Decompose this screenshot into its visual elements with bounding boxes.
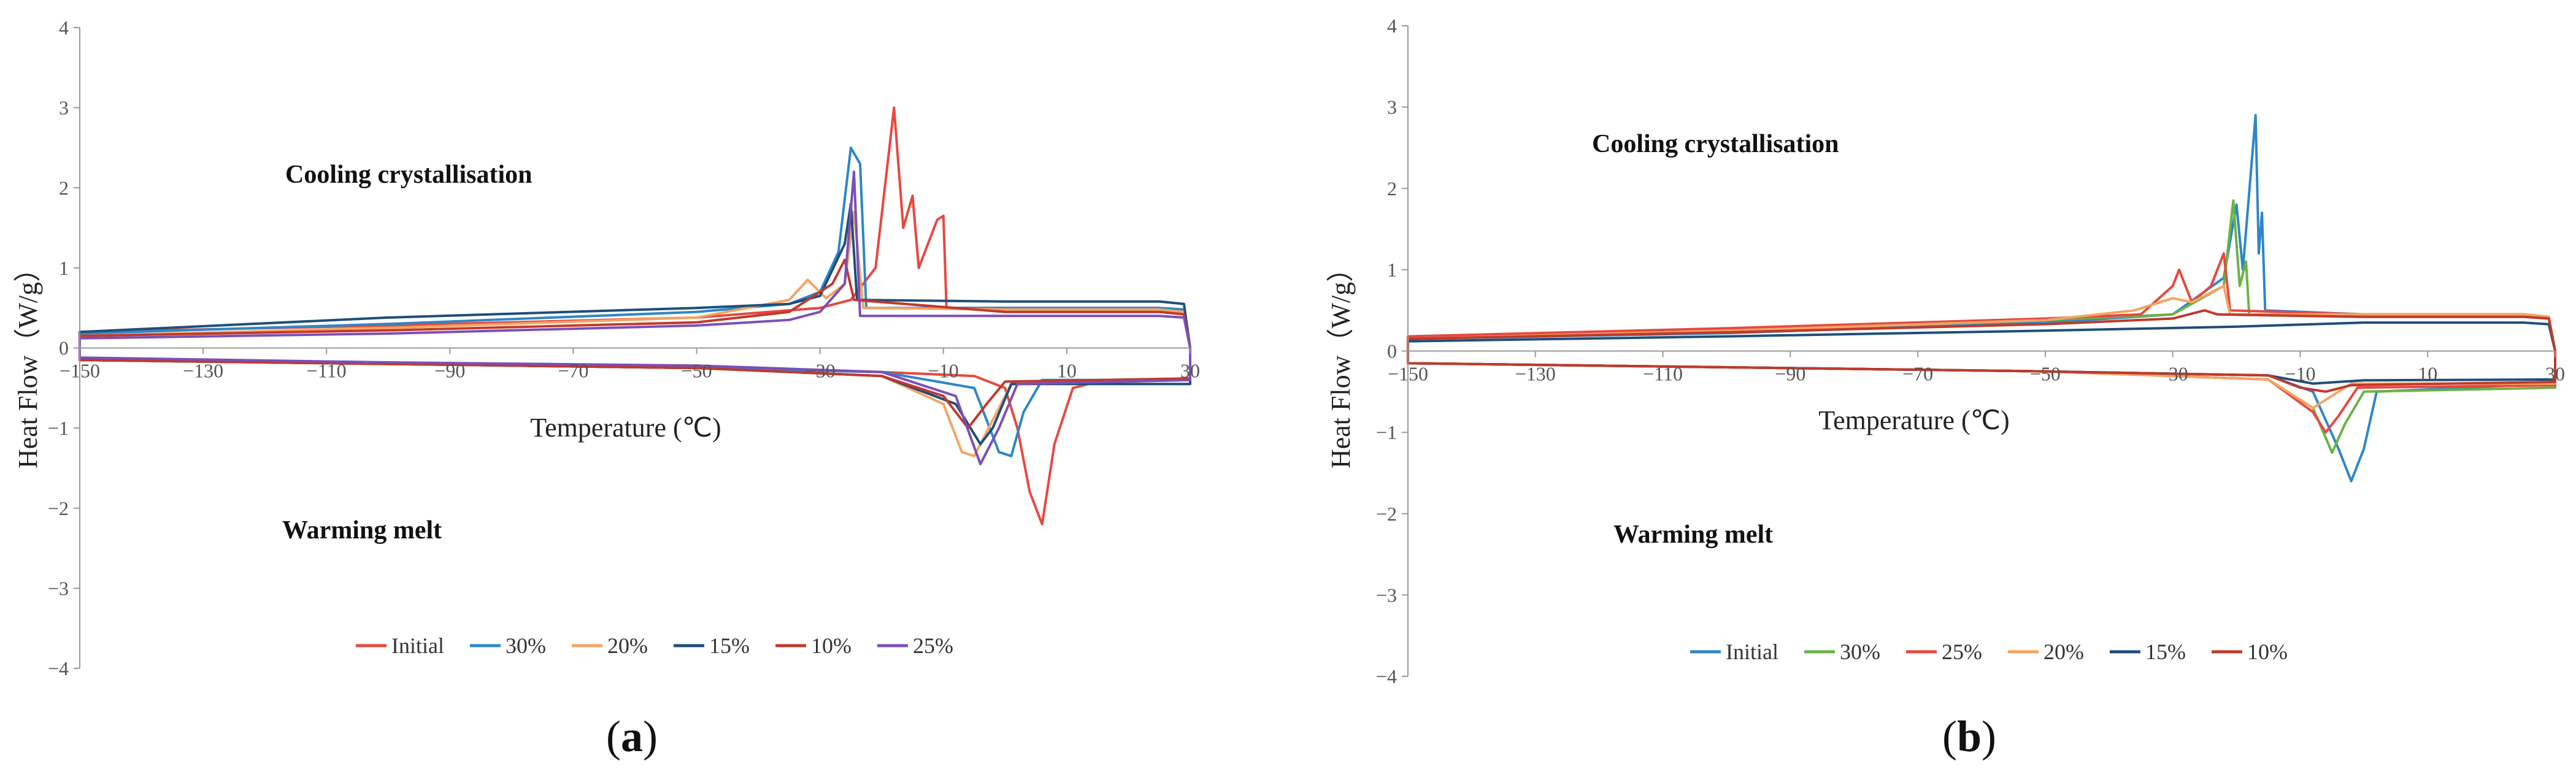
legend-label: 25% (1942, 640, 1982, 664)
panel-label-a: (a) (606, 712, 658, 761)
y-tick-label: 2 (59, 177, 69, 199)
x-tick-label: 10 (2418, 363, 2437, 385)
legend-label: 20% (2043, 640, 2084, 664)
x-axis-title: Temperature (℃) (530, 413, 721, 443)
x-tick-label: −90 (434, 360, 465, 382)
x-tick-label: −50 (682, 360, 712, 382)
y-tick-label: −1 (1376, 421, 1397, 443)
y-tick-label: 3 (1387, 96, 1397, 118)
y-tick-label: −2 (1376, 503, 1397, 525)
legend: Initial 30% 25% 20% 15% 10% (1690, 640, 2288, 664)
y-tick-label: 1 (1387, 259, 1397, 281)
legend-label: 20% (607, 633, 648, 658)
series-line-10pct (79, 258, 1191, 430)
x-tick-label: −150 (60, 360, 100, 382)
y-tick-label: 4 (59, 17, 69, 39)
y-axis-title: Heat Flow（W/g） (1326, 255, 1356, 468)
x-tick-label: 10 (1057, 360, 1077, 382)
legend-label: Initial (1726, 640, 1778, 664)
y-axis-title: Heat Flow（W/g） (13, 255, 43, 468)
x-tick-label: −10 (2285, 363, 2315, 385)
y-tick-label: −4 (48, 657, 69, 679)
legend-label: 10% (2247, 640, 2288, 664)
annotation-warming: Warming melt (1613, 521, 1773, 549)
panel-label-letter: a (621, 712, 643, 761)
annotation-cooling: Cooling crystallisation (1592, 130, 1839, 158)
panel-label-b: (b) (1942, 712, 1996, 761)
x-tick-label: −70 (558, 360, 588, 382)
y-tick-label: −1 (48, 417, 69, 439)
y-tick-label: −3 (48, 577, 69, 599)
legend: Initial 30% 20% 15% 10% 25% (356, 633, 953, 658)
x-tick-label: −10 (928, 360, 959, 382)
x-tick-label: 30 (2545, 363, 2565, 385)
legend-label: 10% (811, 633, 852, 658)
annotation-cooling: Cooling crystallisation (285, 161, 533, 189)
y-tick-label: 2 (1387, 177, 1397, 199)
y-tick-label: 0 (1387, 340, 1397, 362)
series-line-25pct (79, 170, 1191, 465)
y-tick-label: 3 (59, 97, 69, 119)
x-tick-label: −110 (307, 360, 347, 382)
x-tick-label: −130 (183, 360, 223, 382)
legend-label: Initial (391, 633, 444, 658)
legend-label: 30% (1840, 640, 1880, 664)
y-tick-label: 0 (59, 337, 69, 359)
y-tick-label: −4 (1376, 665, 1397, 687)
panel-label-letter: b (1957, 712, 1982, 761)
y-tick-label: 1 (59, 257, 69, 279)
x-tick-label: −70 (1902, 363, 1933, 385)
y-tick-label: −2 (48, 497, 69, 519)
x-tick-label: −90 (1775, 363, 1805, 385)
x-tick-label: −30 (805, 360, 836, 382)
x-axis-title: Temperature (℃) (1818, 405, 2009, 435)
legend-label: 15% (709, 633, 750, 658)
x-tick-label: −130 (1515, 363, 1556, 385)
x-tick-label: −30 (2158, 363, 2188, 385)
legend-label: 15% (2145, 640, 2186, 664)
series-layer (79, 106, 1191, 525)
series-line-20pct (1407, 285, 2556, 410)
annotation-warming: Warming melt (282, 516, 442, 544)
x-tick-label: −150 (1388, 363, 1428, 385)
legend-label: 30% (506, 633, 546, 658)
y-tick-label: −3 (1376, 584, 1397, 606)
x-tick-label: −110 (1643, 363, 1683, 385)
legend-label: 25% (913, 633, 953, 658)
x-tick-label: 30 (1180, 360, 1200, 382)
x-tick-label: −50 (2030, 363, 2061, 385)
y-tick-label: 4 (1387, 15, 1397, 37)
